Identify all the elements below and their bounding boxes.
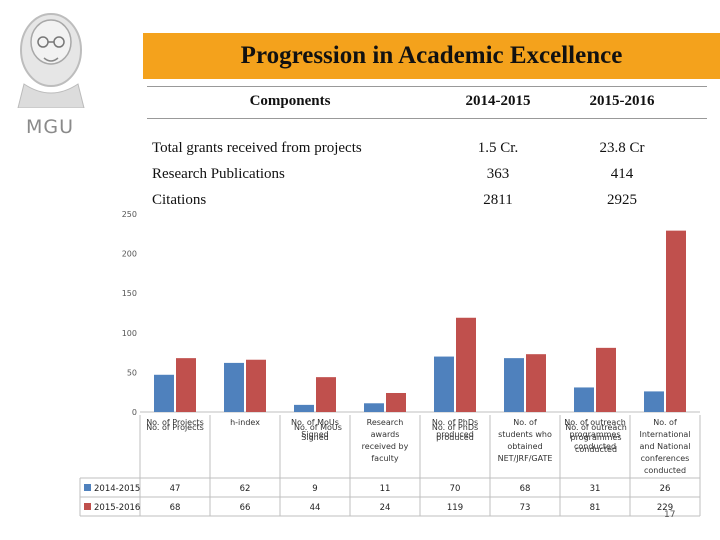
summary-top-rule — [147, 86, 707, 87]
bar-2014-2015 — [644, 391, 664, 412]
x-category-label-ghost: No. of PhDs — [432, 423, 478, 432]
summary-row-value: 23.8 Cr — [599, 140, 645, 156]
table-cell-value: 11 — [380, 484, 391, 494]
x-category-label-ghost: No. of Projects — [146, 423, 204, 432]
x-category-label: No. of outreach — [564, 418, 626, 427]
logo-text: MGU — [26, 116, 75, 138]
bar-2015-2016 — [456, 317, 476, 412]
y-tick-label: 150 — [122, 289, 137, 298]
bar-2014-2015 — [364, 403, 384, 412]
x-category-label: Research — [367, 418, 404, 427]
bar-2014-2015 — [574, 387, 594, 412]
table-cell-value: 81 — [590, 503, 601, 513]
table-cell-value: 68 — [170, 503, 181, 513]
x-category-label: No. of PhDs — [432, 418, 478, 427]
bar-2014-2015 — [154, 374, 174, 412]
x-category-label-ghost: programmes — [570, 433, 621, 442]
bar-2015-2016 — [386, 392, 406, 412]
summary-row-value: 1.5 Cr. — [477, 140, 519, 156]
table-cell-value: 31 — [590, 484, 601, 494]
bar-2015-2016 — [596, 347, 616, 412]
y-tick-label: 0 — [132, 408, 137, 417]
summary-row-value: 2925 — [607, 192, 637, 208]
x-category-label: conducted — [574, 442, 616, 451]
x-category-label: h-index — [230, 418, 260, 427]
y-tick-label: 250 — [122, 210, 137, 219]
x-category-label-ghost: No. of MoUs — [294, 423, 342, 432]
table-cell-value: 68 — [520, 484, 531, 494]
bar-2015-2016 — [666, 230, 686, 412]
summary-header-2014: 2014-2015 — [465, 93, 531, 109]
page-number: 17 — [664, 510, 676, 520]
x-category-label: students who — [498, 430, 552, 439]
table-cell-value: 47 — [170, 484, 181, 494]
table-cell-value: 26 — [660, 484, 671, 494]
x-category-label: received by — [362, 442, 409, 451]
table-cell-value: 229 — [657, 503, 673, 513]
x-category-label: No. of MoUs — [291, 418, 339, 427]
bar-2015-2016 — [316, 377, 336, 412]
x-category-label-ghost: produced — [436, 433, 474, 442]
summary-header-2015: 2015-2016 — [589, 93, 655, 109]
x-category-label: International — [639, 430, 690, 439]
table-cell-value: 73 — [520, 503, 531, 513]
table-cell-value: 44 — [310, 503, 321, 513]
bar-2015-2016 — [176, 358, 196, 412]
x-category-label: produced — [436, 430, 474, 439]
x-category-label: No. of Projects — [146, 418, 204, 427]
slide-title: Progression in Academic Excellence — [240, 42, 623, 69]
table-cell-value: 66 — [240, 503, 251, 513]
table-cell-value: 70 — [450, 484, 461, 494]
x-category-label-ghost: Signed — [301, 433, 328, 442]
bar-2014-2015 — [224, 362, 244, 412]
summary-header-rule — [147, 118, 707, 119]
x-category-label: NET/JRF/GATE — [498, 454, 553, 463]
legend-label: 2015-2016 — [94, 503, 140, 513]
table-cell-value: 9 — [312, 484, 317, 494]
x-category-label: conducted — [644, 466, 686, 475]
y-tick-label: 50 — [127, 368, 137, 377]
table-cell-value: 24 — [380, 503, 391, 513]
x-category-label: and National — [640, 442, 691, 451]
title-bar: Progression in Academic Excellence — [143, 33, 720, 79]
x-category-label: faculty — [371, 454, 399, 463]
x-category-label: conferences — [641, 454, 690, 463]
table-cell-value: 119 — [447, 503, 463, 513]
summary-header-components: Components — [249, 93, 331, 109]
summary-row-label: Research Publications — [152, 166, 285, 182]
y-tick-label: 100 — [122, 329, 137, 338]
x-category-label: awards — [371, 430, 400, 439]
gandhi-portrait-logo — [17, 13, 85, 108]
legend-swatch-2014-2015 — [84, 484, 91, 491]
x-category-label: No. of — [653, 418, 677, 427]
summary-row-label: Citations — [152, 192, 207, 208]
x-category-label-ghost: conducted — [575, 445, 617, 454]
bar-2014-2015 — [434, 356, 454, 412]
bar-2014-2015 — [294, 404, 314, 412]
x-category-label: Signed — [301, 430, 328, 439]
summary-row-value: 414 — [610, 166, 634, 182]
table-cell-value: 62 — [240, 484, 251, 494]
bar-2015-2016 — [246, 359, 266, 412]
bar-2015-2016 — [526, 354, 546, 412]
legend-label: 2014-2015 — [94, 484, 140, 494]
y-tick-label: 200 — [122, 250, 137, 259]
summary-row-label: Total grants received from projects — [152, 140, 362, 156]
x-category-label: programmes — [569, 430, 620, 439]
x-category-label-ghost: No. of outreach — [565, 423, 627, 432]
summary-row-value: 363 — [486, 166, 510, 182]
x-category-label: No. of — [513, 418, 537, 427]
summary-row-value: 2811 — [483, 192, 513, 208]
legend-swatch-2015-2016 — [84, 503, 91, 510]
x-category-label: obtained — [507, 442, 542, 451]
bar-2014-2015 — [504, 358, 524, 412]
